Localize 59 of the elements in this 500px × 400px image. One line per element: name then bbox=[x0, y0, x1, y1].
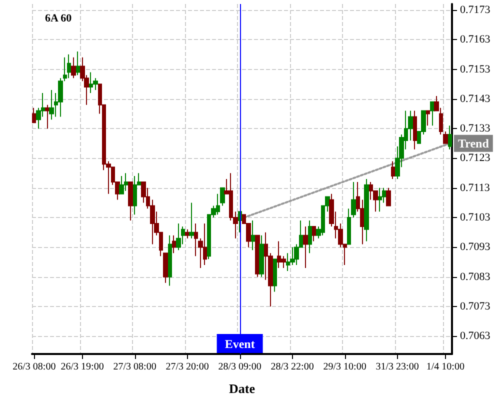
x-tick-label: 27/3 08:00 bbox=[113, 362, 156, 372]
text: 6A 60 bbox=[45, 12, 72, 24]
candlestick bbox=[308, 220, 312, 254]
y-tick-label: 0.7073 bbox=[460, 300, 491, 313]
candlestick bbox=[119, 176, 124, 194]
y-tick-label: 0.7093 bbox=[460, 241, 491, 254]
candlestick bbox=[251, 220, 255, 251]
y-tick-label: 0.7133 bbox=[460, 122, 491, 135]
candlestick bbox=[67, 54, 71, 79]
candlestick bbox=[220, 187, 225, 206]
candlestick bbox=[76, 50, 80, 76]
candlestick bbox=[32, 107, 36, 124]
annotation: Trend bbox=[458, 136, 490, 150]
candlestick bbox=[303, 226, 308, 268]
x-tick-label: 31/3 23:00 bbox=[376, 362, 419, 372]
x-axis-title: Date bbox=[229, 381, 256, 396]
candlestick bbox=[430, 101, 435, 126]
candlestick bbox=[273, 258, 277, 292]
y-tick-label: 0.7113 bbox=[460, 182, 490, 194]
ref-line-label: Event bbox=[224, 337, 255, 351]
candlestick bbox=[448, 125, 452, 150]
candlestick bbox=[128, 181, 133, 222]
y-tick-label: 0.7123 bbox=[460, 152, 491, 164]
x-tick-label: 1/4 10:00 bbox=[426, 362, 464, 372]
x-tick-label: 26/3 08:00 bbox=[12, 362, 56, 372]
y-tick-label: 0.7083 bbox=[460, 270, 491, 283]
candlestick bbox=[71, 56, 76, 79]
candlestick bbox=[364, 178, 369, 242]
y-tick-label: 0.7063 bbox=[460, 330, 491, 342]
candlestick bbox=[133, 176, 137, 216]
x-tick-label: 28/3 09:00 bbox=[218, 362, 262, 372]
candlestick bbox=[378, 187, 382, 212]
candlestick bbox=[168, 234, 172, 286]
y-tick-label: 0.7163 bbox=[460, 34, 491, 46]
candlestick bbox=[185, 228, 190, 239]
candlestick bbox=[45, 104, 50, 130]
candlestick bbox=[194, 222, 198, 257]
y-tick-label: 0.7143 bbox=[460, 92, 491, 105]
candlestick bbox=[391, 160, 395, 180]
candlestick bbox=[386, 187, 391, 206]
candlestick bbox=[426, 110, 430, 126]
x-tick-label: 29/3 10:00 bbox=[323, 362, 366, 372]
candlestick bbox=[347, 208, 351, 245]
candlestick bbox=[163, 252, 168, 284]
candlestick bbox=[259, 234, 264, 278]
candlestick bbox=[189, 202, 194, 239]
x-tick-label: 26/3 19:00 bbox=[60, 362, 104, 372]
x-tick-label: 27/3 20:00 bbox=[166, 362, 209, 372]
candlestick bbox=[312, 226, 316, 242]
candlestick bbox=[172, 234, 176, 254]
candlestick bbox=[413, 110, 417, 150]
y-tick-label: 0.7103 bbox=[460, 212, 491, 224]
candlestick bbox=[49, 90, 54, 120]
candlestick bbox=[176, 222, 181, 251]
x-tick-label: 28/3 22:00 bbox=[270, 362, 314, 372]
y-tick-label: 0.7173 bbox=[460, 4, 491, 16]
y-tick-label: 0.7153 bbox=[460, 63, 491, 76]
candlestick bbox=[443, 131, 448, 144]
candlestick bbox=[351, 181, 356, 218]
